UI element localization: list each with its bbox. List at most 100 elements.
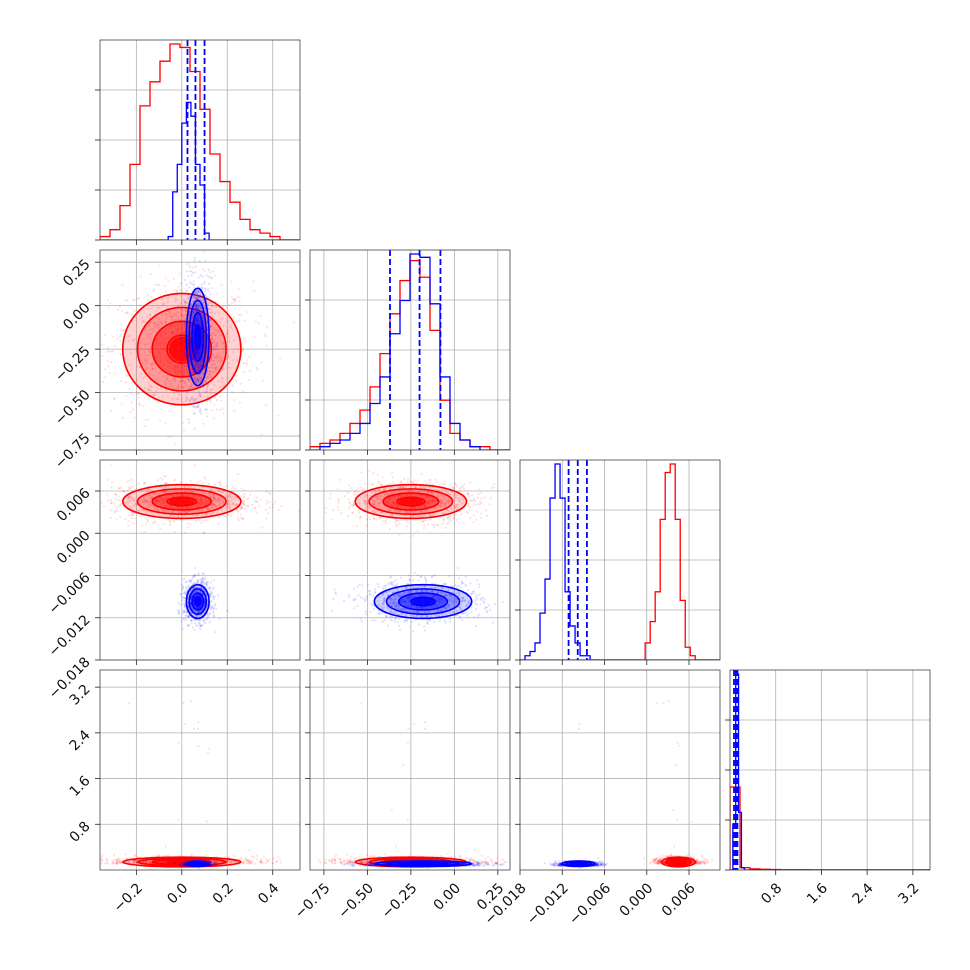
scatter-point [225, 484, 228, 487]
scatter-point [184, 592, 187, 595]
scatter-point [386, 493, 389, 496]
scatter-point [210, 358, 213, 361]
scatter-point [172, 510, 175, 513]
scatter-point [209, 324, 212, 328]
scatter-point [443, 504, 446, 507]
scatter-point [144, 328, 147, 331]
scatter-point [236, 511, 240, 514]
scatter-point [179, 380, 182, 383]
scatter-point [383, 489, 386, 492]
scatter-point [144, 362, 147, 365]
scatter-point [214, 504, 217, 507]
scatter-point [198, 308, 201, 312]
scatter-point [106, 299, 109, 302]
scatter-point [241, 500, 244, 503]
scatter-point [189, 385, 192, 388]
scatter-point [369, 593, 372, 597]
scatter-point [467, 494, 470, 497]
scatter-point [372, 517, 376, 520]
scatter-point [394, 509, 397, 512]
scatter-point [190, 270, 193, 273]
scatter-point [145, 501, 148, 504]
scatter-point [228, 495, 232, 498]
scatter-point [194, 366, 197, 369]
scatter-point [217, 489, 220, 493]
scatter-point [188, 310, 192, 313]
scatter-point [196, 351, 200, 354]
scatter-point [194, 309, 197, 312]
scatter-point [178, 394, 181, 397]
scatter-point [146, 293, 149, 297]
scatter-point [151, 492, 154, 495]
scatter-point [185, 590, 188, 593]
scatter-point [181, 350, 184, 353]
scatter-point [461, 486, 464, 489]
scatter-point [378, 481, 381, 484]
scatter-point [163, 490, 166, 494]
scatter-point [391, 476, 394, 479]
scatter-point [197, 403, 200, 406]
scatter-point [450, 483, 453, 486]
scatter-point [217, 498, 220, 501]
scatter-point [388, 497, 391, 500]
scatter-point [180, 398, 183, 401]
scatter-point [202, 481, 205, 484]
scatter-point [433, 523, 436, 527]
scatter-point [173, 443, 177, 446]
scatter-point [147, 397, 150, 400]
scatter-point [189, 270, 192, 273]
scatter-point [383, 493, 387, 496]
scatter-point [436, 608, 440, 612]
scatter-point [180, 313, 184, 316]
scatter-point [106, 499, 110, 502]
scatter-point [161, 478, 164, 481]
scatter-point [113, 397, 116, 401]
scatter-point [397, 494, 400, 497]
scatter-point [120, 379, 123, 383]
scatter-point [408, 489, 411, 492]
scatter-point [228, 366, 232, 369]
scatter-point [391, 496, 394, 499]
scatter-point [466, 492, 469, 495]
scatter-point [176, 294, 179, 297]
scatter-point [149, 386, 152, 389]
scatter-point [447, 589, 450, 592]
scatter-point [152, 392, 156, 395]
scatter-point [185, 399, 188, 402]
scatter-point [443, 599, 446, 602]
scatter-point [214, 348, 217, 351]
scatter-point [219, 491, 222, 494]
scatter-point [329, 497, 332, 500]
scatter-point [209, 392, 212, 395]
scatter-point [467, 588, 470, 592]
scatter-point [435, 597, 439, 600]
scatter-point [128, 499, 131, 503]
scatter-point [452, 493, 455, 496]
scatter-point [206, 499, 209, 502]
scatter-point [204, 391, 207, 394]
scatter-point [441, 598, 444, 602]
density-fill [398, 497, 424, 506]
scatter-point [382, 520, 385, 523]
scatter-point [363, 487, 366, 491]
scatter-point [219, 322, 222, 325]
scatter-point [174, 365, 177, 368]
scatter-point [207, 308, 210, 311]
scatter-point [155, 498, 159, 501]
scatter-point [158, 264, 161, 267]
scatter-point [391, 501, 395, 504]
scatter-point [158, 343, 161, 346]
scatter-point [156, 499, 159, 502]
scatter-point [197, 349, 200, 352]
scatter-point [352, 503, 356, 506]
scatter-point [212, 503, 215, 506]
scatter-point [208, 612, 211, 615]
scatter-point [176, 506, 180, 509]
scatter-point [128, 505, 131, 508]
scatter-point [233, 487, 236, 490]
scatter-point [161, 486, 164, 490]
scatter-point [197, 353, 200, 357]
scatter-point [431, 595, 434, 599]
scatter-point [203, 576, 206, 579]
scatter-point [150, 272, 153, 276]
